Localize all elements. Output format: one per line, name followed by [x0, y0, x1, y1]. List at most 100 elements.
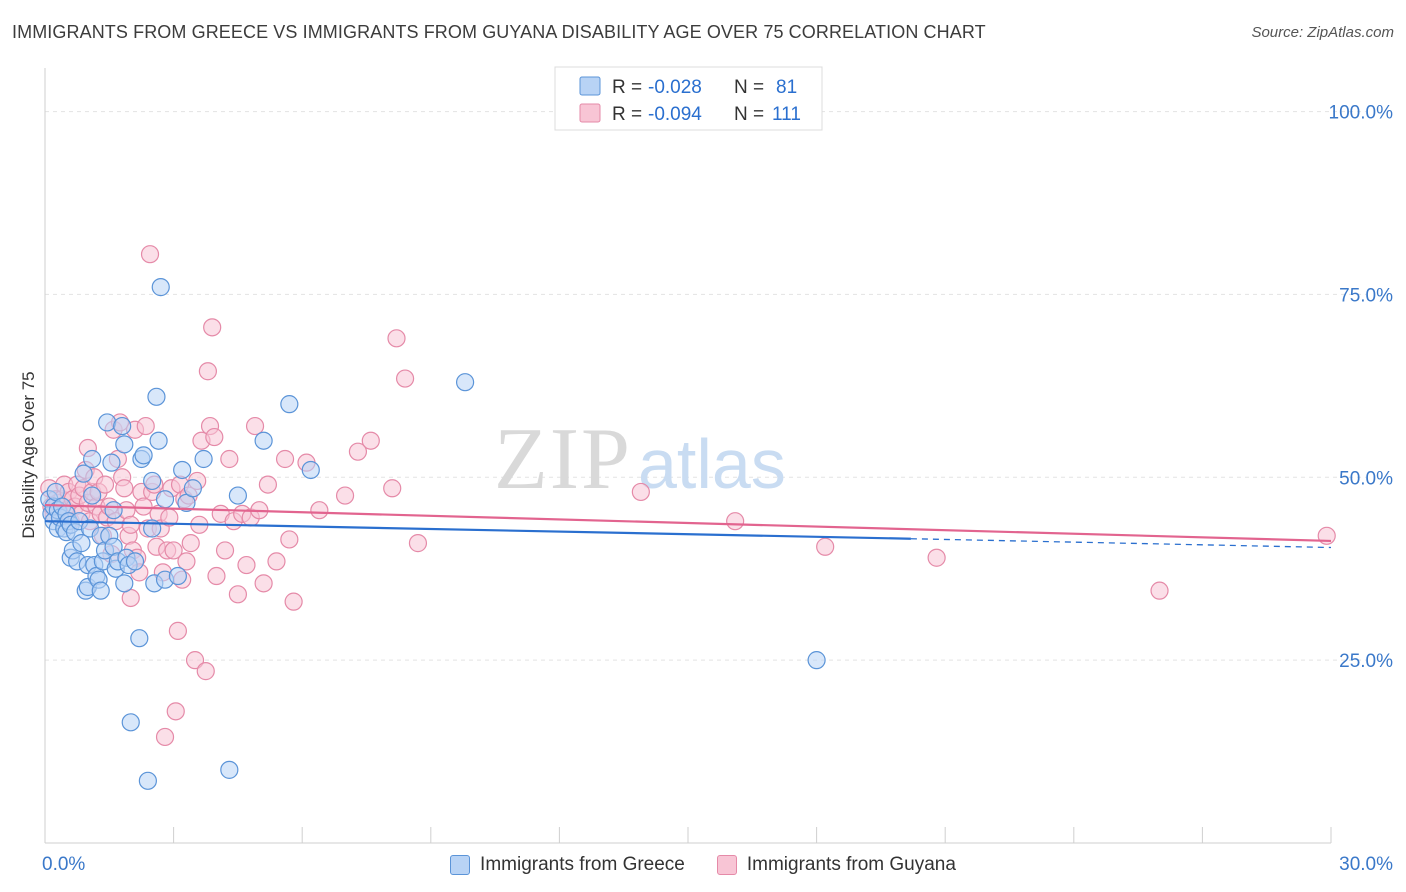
x-tick-label-min: 0.0%	[42, 854, 85, 875]
guyana-point-68	[181, 534, 200, 553]
guyana-point-66	[177, 552, 196, 571]
y-axis-label: Disability Age Over 75	[19, 371, 38, 538]
guyana-point-102	[395, 369, 415, 388]
trend-line-greece	[44, 520, 911, 540]
guyana-point-47	[136, 416, 155, 436]
guyana-point-101	[387, 329, 406, 348]
greece-point-59	[155, 490, 175, 509]
greece-point-61	[173, 460, 192, 480]
greece-point-19	[72, 534, 91, 553]
guyana-point-103	[408, 534, 428, 553]
greece-point-37	[104, 501, 123, 520]
guyana-point-61	[166, 702, 185, 721]
greece-point-41	[113, 416, 132, 436]
grid-layer	[45, 111, 1366, 661]
legend-n-value-greece: 81	[776, 77, 797, 98]
legend-r-value-guyana: -0.094	[648, 104, 702, 125]
guyana-point-69	[185, 651, 205, 670]
greece-point-42	[115, 435, 134, 454]
greece-point-48	[130, 629, 149, 648]
greece-point-30	[91, 581, 110, 600]
greece-point-71	[807, 651, 826, 670]
legend-r-label-guyana: R =	[612, 104, 642, 125]
guyana-point-87	[245, 416, 265, 436]
greece-point-68	[280, 395, 299, 414]
trend-line-greece-extrapolated	[910, 538, 1332, 549]
guyana-point-107	[927, 548, 946, 567]
guyana-point-60	[164, 541, 183, 560]
y-tick-label-1: 50.0%	[1339, 468, 1393, 489]
guyana-point-80	[215, 541, 235, 560]
guyana-point-91	[267, 552, 286, 571]
legend-stats: R = -0.028 N = 81 R = -0.094 N = 111	[554, 66, 823, 131]
guyana-point-104	[631, 482, 650, 502]
greece-point-57	[151, 278, 170, 297]
guyana-point-108	[1150, 581, 1169, 600]
greece-point-64	[194, 449, 213, 469]
guyana-point-36	[115, 479, 134, 498]
greece-point-53	[143, 471, 162, 491]
legend-swatch-greece-bottom	[450, 855, 471, 875]
y-tick-label-2: 75.0%	[1339, 285, 1393, 306]
y-tick-label-0: 25.0%	[1339, 651, 1393, 672]
greece-point-65	[220, 760, 239, 779]
legend-label-guyana: Immigrants from Guyana	[746, 854, 956, 875]
trend-lines	[44, 503, 1332, 549]
greece-point-55	[147, 387, 166, 406]
guyana-point-73	[196, 662, 215, 681]
greece-point-50	[134, 446, 153, 465]
guyana-point-74	[198, 362, 217, 381]
guyana-point-76	[203, 318, 222, 337]
greece-point-34	[98, 413, 117, 432]
guyana-point-27	[95, 475, 115, 494]
legend-swatch-greece	[579, 76, 601, 96]
tick-labels: 25.0% 50.0% 75.0% 100.0% 0.0% 30.0%	[42, 103, 1393, 875]
guyana-point-92	[275, 449, 295, 469]
legend-r-value-greece: -0.028	[648, 77, 702, 98]
guyana-point-100	[383, 479, 402, 498]
greece-point-56	[149, 431, 168, 450]
greece-point-43	[115, 574, 134, 593]
guyana-point-97	[335, 486, 355, 505]
greece-point-67	[254, 431, 273, 450]
guyana-point-106	[816, 537, 835, 556]
legend-n-label-greece: N =	[734, 77, 764, 98]
watermark-atlas: atlas	[638, 425, 786, 503]
watermark: ZIP atlas	[494, 411, 786, 508]
greece-point-36	[102, 453, 121, 472]
axes-layer	[44, 68, 1332, 844]
x-tick-label-max: 30.0%	[1339, 854, 1393, 875]
greece-point-66	[228, 486, 247, 505]
trend-line-guyana	[44, 503, 1332, 543]
legend-item-greece[interactable]: Immigrants from Greece	[450, 854, 685, 876]
legend-r-label-greece: R =	[612, 77, 642, 98]
legend-swatch-guyana-bottom	[716, 855, 737, 875]
guyana-point-90	[258, 475, 278, 494]
guyana-point-77	[205, 427, 224, 447]
guyana-point-83	[228, 585, 247, 604]
guyana-point-56	[155, 727, 175, 747]
guyana-point-93	[280, 530, 299, 549]
legend-n-label-guyana: N =	[734, 104, 764, 125]
legend-series: Immigrants from Greece Immigrants from G…	[0, 851, 1406, 879]
greece-point-46	[121, 713, 140, 732]
legend-label-greece: Immigrants from Greece	[480, 854, 685, 875]
guyana-point-78	[207, 566, 226, 586]
greece-point-70	[455, 373, 475, 392]
guyana-point-105	[726, 512, 745, 531]
greece-point-69	[301, 460, 320, 480]
guyana-point-49	[140, 245, 160, 264]
guyana-point-89	[254, 574, 273, 593]
source-credit: Source: ZipAtlas.com	[1251, 24, 1394, 41]
greece-point-25	[83, 449, 102, 469]
greece-point-20	[74, 464, 93, 483]
greece-point-26	[83, 486, 102, 505]
greece-point-60	[168, 566, 187, 586]
guyana-point-85	[237, 555, 256, 575]
legend-item-guyana[interactable]: Immigrants from Guyana	[716, 854, 956, 876]
guyana-point-98	[348, 442, 368, 461]
chart-title: IMMIGRANTS FROM GREECE VS IMMIGRANTS FRO…	[12, 22, 986, 42]
series-greece-points	[40, 278, 826, 790]
guyana-point-96	[310, 501, 329, 520]
guyana-point-81	[220, 449, 239, 469]
